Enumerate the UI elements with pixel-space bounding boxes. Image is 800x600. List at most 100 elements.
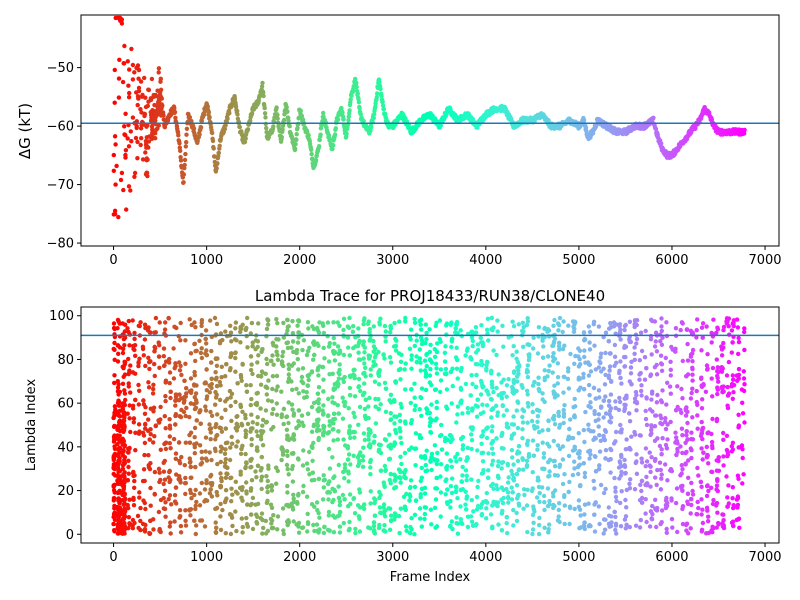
data-point xyxy=(305,511,310,517)
data-point xyxy=(675,384,680,389)
data-point xyxy=(111,212,117,217)
data-point xyxy=(511,422,517,427)
data-point xyxy=(449,401,454,406)
data-point xyxy=(192,425,198,431)
data-point xyxy=(576,346,581,351)
data-point xyxy=(480,459,486,464)
data-point xyxy=(489,441,494,446)
data-point xyxy=(434,475,439,481)
data-point xyxy=(167,524,172,529)
data-point xyxy=(725,384,730,390)
data-point xyxy=(147,466,153,472)
data-point xyxy=(690,415,695,420)
data-point xyxy=(628,447,633,452)
data-point xyxy=(724,474,729,479)
data-point xyxy=(156,70,161,75)
data-point xyxy=(183,413,188,419)
data-point xyxy=(571,329,577,334)
data-point xyxy=(617,322,623,327)
data-point xyxy=(354,84,359,90)
data-point xyxy=(460,411,465,416)
data-point xyxy=(699,348,704,353)
data-point xyxy=(597,433,602,438)
data-point xyxy=(348,97,353,102)
data-point xyxy=(155,126,160,131)
data-point xyxy=(367,338,372,343)
data-point xyxy=(138,142,143,148)
data-point xyxy=(396,513,402,519)
data-point xyxy=(249,437,254,442)
data-point xyxy=(494,352,499,358)
data-point xyxy=(312,477,317,483)
data-point xyxy=(132,70,137,75)
data-point xyxy=(634,341,639,346)
data-point xyxy=(378,402,383,407)
data-point xyxy=(603,429,609,434)
data-point xyxy=(408,327,414,332)
data-point xyxy=(172,109,178,115)
data-point xyxy=(699,419,704,425)
data-point xyxy=(562,403,567,408)
data-point xyxy=(125,411,130,416)
data-point xyxy=(664,526,669,532)
data-point xyxy=(111,498,117,503)
data-point xyxy=(674,486,680,491)
data-point xyxy=(383,514,388,519)
data-point xyxy=(285,328,290,333)
data-point xyxy=(367,330,372,335)
data-point xyxy=(112,100,117,105)
data-point xyxy=(619,381,624,386)
data-point xyxy=(587,448,593,453)
data-point xyxy=(534,495,540,500)
data-point xyxy=(730,396,735,401)
data-point xyxy=(357,487,362,492)
data-point xyxy=(327,372,332,377)
data-point xyxy=(552,383,557,388)
data-point xyxy=(397,319,402,324)
data-point xyxy=(622,327,627,333)
data-point xyxy=(695,413,700,418)
data-point xyxy=(153,315,159,321)
data-point xyxy=(112,404,118,409)
data-point xyxy=(163,514,168,519)
data-point xyxy=(616,407,622,413)
data-point xyxy=(218,501,223,507)
data-point xyxy=(547,444,552,449)
data-point xyxy=(311,423,316,429)
data-point xyxy=(542,368,547,373)
data-point xyxy=(581,117,587,123)
data-point xyxy=(423,322,428,327)
data-point xyxy=(427,327,432,332)
data-point xyxy=(217,143,222,148)
data-point xyxy=(126,458,131,463)
data-point xyxy=(337,502,342,508)
data-point xyxy=(265,322,271,327)
data-point xyxy=(455,521,461,526)
data-point xyxy=(346,345,351,350)
data-point xyxy=(342,476,347,481)
data-point xyxy=(735,505,740,510)
data-point xyxy=(271,362,276,367)
data-point xyxy=(499,396,505,401)
data-point xyxy=(217,339,223,344)
data-point xyxy=(562,493,567,498)
data-point xyxy=(306,132,311,138)
data-point xyxy=(238,340,243,345)
data-point xyxy=(264,392,269,397)
data-point xyxy=(178,523,184,529)
data-point xyxy=(546,427,551,432)
data-point xyxy=(178,158,184,163)
data-point xyxy=(291,496,296,501)
data-point xyxy=(223,475,229,480)
data-point xyxy=(536,386,541,392)
data-point xyxy=(271,513,276,518)
data-point xyxy=(422,511,428,517)
data-point xyxy=(516,322,521,327)
data-point xyxy=(419,475,424,480)
data-point xyxy=(734,497,740,502)
data-point xyxy=(665,437,670,442)
data-point xyxy=(151,92,156,98)
data-point xyxy=(479,513,484,518)
data-point xyxy=(271,424,276,430)
data-point xyxy=(581,371,586,377)
